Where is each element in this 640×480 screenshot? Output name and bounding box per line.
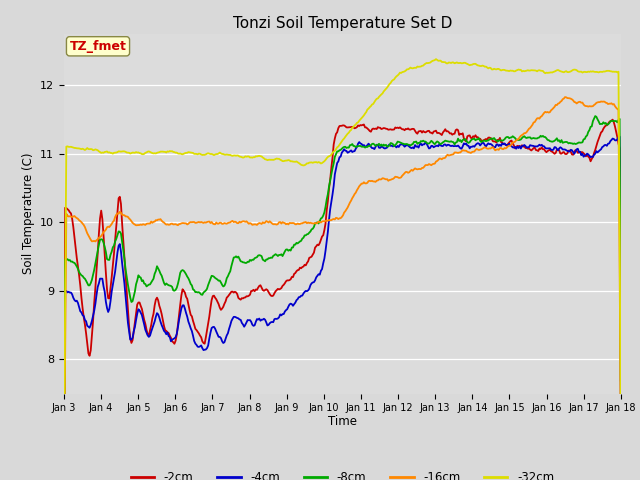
- Y-axis label: Soil Temperature (C): Soil Temperature (C): [22, 153, 35, 275]
- Text: TZ_fmet: TZ_fmet: [70, 40, 127, 53]
- Title: Tonzi Soil Temperature Set D: Tonzi Soil Temperature Set D: [233, 16, 452, 31]
- Legend: -2cm, -4cm, -8cm, -16cm, -32cm: -2cm, -4cm, -8cm, -16cm, -32cm: [126, 466, 559, 480]
- X-axis label: Time: Time: [328, 415, 357, 428]
